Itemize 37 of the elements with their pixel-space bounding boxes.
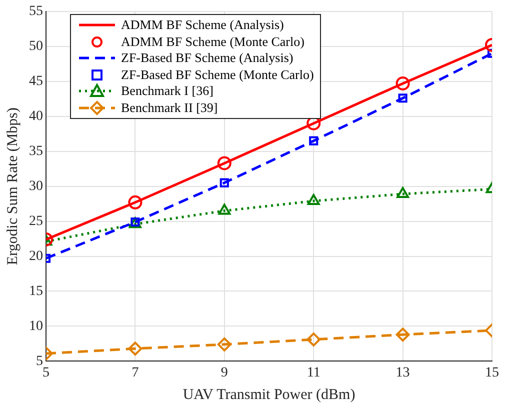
point: [218, 204, 231, 215]
x-tick-label: 15: [485, 365, 499, 380]
point: [396, 76, 410, 90]
x-tick-label: 13: [396, 365, 410, 380]
legend-label: ZF-Based BF Scheme (Monte Carlo): [121, 66, 314, 83]
y-tick-label: 25: [29, 214, 43, 229]
legend-label: Benchmark I [36]: [121, 83, 214, 100]
point: [396, 186, 409, 198]
y-tick-label: 40: [29, 109, 43, 124]
y-tick-label: 5: [36, 354, 43, 369]
legend-label: ADMM BF Scheme (Monte Carlo): [121, 34, 304, 50]
x-tick-label: 11: [306, 365, 320, 380]
point: [128, 195, 142, 210]
point: [307, 194, 320, 205]
point: [396, 328, 410, 342]
point: [309, 136, 318, 146]
y-tick-label: 20: [29, 248, 43, 264]
y-tick-label: 15: [29, 284, 43, 299]
point: [217, 337, 232, 352]
point: [220, 178, 229, 188]
y-tick-label: 30: [29, 178, 43, 194]
point: [128, 342, 142, 356]
y-tick-label: 10: [29, 318, 43, 334]
y-tick-label: 50: [29, 39, 43, 54]
legend-label: Benchmark II [39]: [121, 100, 218, 116]
x-axis-title: UAV Transmit Power (dBm): [182, 386, 356, 403]
point: [306, 332, 321, 347]
y-tick-label: 35: [29, 144, 43, 159]
y-tick-label: 55: [29, 4, 43, 20]
point: [398, 94, 408, 103]
x-tick-label: 9: [220, 365, 228, 380]
legend-label: ADMM BF Scheme (Analysis): [121, 17, 284, 34]
x-tick-label: 7: [132, 365, 139, 380]
legend-label: ZF-Based BF Scheme (Analysis): [121, 50, 294, 66]
y-tick-label: 45: [29, 74, 43, 90]
y-axis-title: Ergodic Sum Rate (Mbps): [4, 107, 21, 266]
point: [217, 156, 232, 170]
